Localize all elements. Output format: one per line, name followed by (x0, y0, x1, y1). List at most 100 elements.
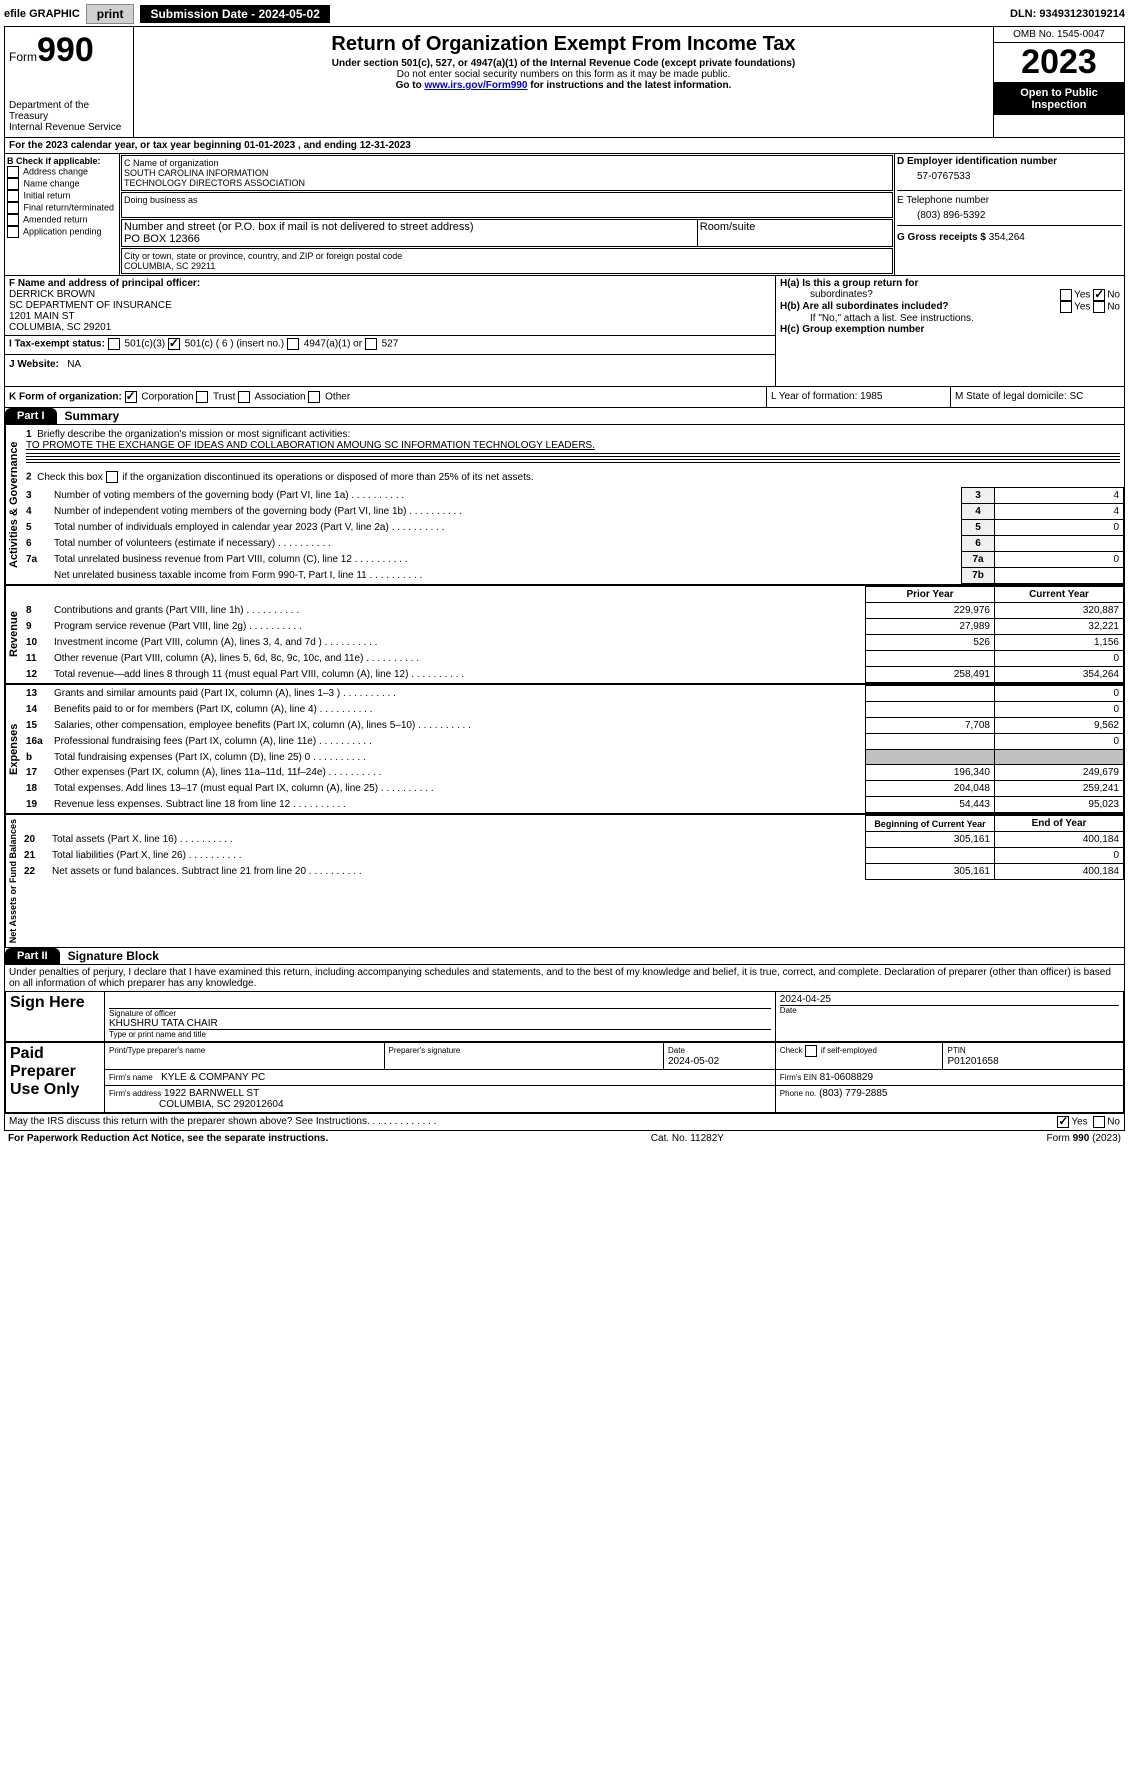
527-label: 527 (382, 339, 399, 350)
box-b-checkbox[interactable] (7, 214, 19, 226)
line-a: For the 2023 calendar year, or tax year … (5, 138, 1124, 154)
paid-preparer: Paid Preparer Use Only (6, 1043, 105, 1113)
l2-checkbox[interactable] (106, 471, 118, 483)
tax-year: 2023 (994, 43, 1124, 83)
box-b-option: Application pending (7, 226, 117, 238)
form-number: 990 (37, 31, 94, 70)
box-b-checkbox[interactable] (7, 178, 19, 190)
fh-row: F Name and address of principal officer:… (5, 276, 1124, 387)
governance-section: Activities & Governance 1 Briefly descri… (5, 424, 1124, 585)
box-b-checkbox[interactable] (7, 190, 19, 202)
website-label: J Website: (9, 359, 59, 370)
street-val: PO BOX 12366 (124, 233, 695, 245)
other-checkbox[interactable] (308, 391, 320, 403)
org-name-1: SOUTH CAROLINA INFORMATION (124, 168, 890, 178)
table-row: 16aProfessional fundraising fees (Part I… (22, 734, 1124, 750)
corp-checkbox[interactable] (125, 391, 137, 403)
table-row: 20Total assets (Part X, line 16)305,1614… (20, 832, 1124, 848)
city-label: City or town, state or province, country… (124, 251, 890, 261)
expenses-section: Expenses 13Grants and similar amounts pa… (5, 684, 1124, 814)
4947-label: 4947(a)(1) or (304, 339, 362, 350)
table-row: 18Total expenses. Add lines 13–17 (must … (22, 781, 1124, 797)
firm-ein-label: Firm's EIN (780, 1073, 817, 1082)
501c-checkbox[interactable] (168, 338, 180, 350)
501c3-label: 501(c)(3) (125, 339, 166, 350)
expenses-table: 13Grants and similar amounts paid (Part … (22, 685, 1124, 813)
footer-left: For Paperwork Reduction Act Notice, see … (8, 1133, 328, 1144)
print-button[interactable]: print (86, 4, 135, 24)
discuss-label: May the IRS discuss this return with the… (9, 1116, 370, 1127)
netassets-label: Net Assets or Fund Balances (5, 815, 20, 947)
self-employed-checkbox[interactable] (805, 1045, 817, 1057)
discuss-yes[interactable] (1057, 1116, 1069, 1128)
firm-addr2: COLUMBIA, SC 292012604 (159, 1099, 284, 1110)
table-row: 7aTotal unrelated business revenue from … (22, 552, 1124, 568)
footer-mid: Cat. No. 11282Y (651, 1133, 724, 1144)
part2-tab: Part II (5, 948, 60, 964)
table-row: bTotal fundraising expenses (Part IX, co… (22, 750, 1124, 765)
table-row: 4Number of independent voting members of… (22, 504, 1124, 520)
box-b-checkbox[interactable] (7, 202, 19, 214)
goto-post: for instructions and the latest informat… (527, 80, 731, 91)
discuss-no[interactable] (1093, 1116, 1105, 1128)
irs-link[interactable]: www.irs.gov/Form990 (424, 80, 527, 91)
table-row: 19Revenue less expenses. Subtract line 1… (22, 797, 1124, 813)
prep-name-label: Print/Type preparer's name (109, 1046, 205, 1055)
part1-title: Summary (57, 409, 120, 423)
firm-phone-label: Phone no. (780, 1089, 816, 1098)
hb-label: H(b) Are all subordinates included? (780, 301, 949, 313)
box-b-checkbox[interactable] (7, 166, 19, 178)
firm-addr1: 1922 BARNWELL ST (164, 1088, 259, 1099)
trust-checkbox[interactable] (196, 391, 208, 403)
end-year-header: End of Year (995, 816, 1124, 832)
submission-date: Submission Date - 2024-05-02 (140, 5, 329, 23)
box-b-option: Name change (7, 178, 117, 190)
ha2-label: subordinates? (780, 289, 873, 301)
dept-irs: Internal Revenue Service (9, 122, 129, 133)
expenses-label: Expenses (5, 685, 22, 813)
sig-officer-label: Signature of officer (109, 1008, 771, 1018)
efile-label: efile GRAPHIC (4, 8, 80, 20)
box-b-checkbox[interactable] (7, 226, 19, 238)
box-b-label: B Check if applicable: (7, 156, 101, 166)
begin-year-header: Beginning of Current Year (866, 816, 995, 832)
527-checkbox[interactable] (365, 338, 377, 350)
l1-mission: TO PROMOTE THE EXCHANGE OF IDEAS AND COL… (26, 440, 595, 451)
hb-no[interactable] (1093, 301, 1105, 313)
netassets-section: Net Assets or Fund Balances Beginning of… (5, 814, 1124, 948)
table-row: 17Other expenses (Part IX, column (A), l… (22, 765, 1124, 781)
self-employed-label: Check if self-employed (775, 1043, 943, 1070)
officer-name: KHUSHRU TATA CHAIR (109, 1018, 771, 1029)
hb-yes[interactable] (1060, 301, 1072, 313)
state-domicile: M State of legal domicile: SC (951, 387, 1124, 407)
ha-yes[interactable] (1060, 289, 1072, 301)
ein-val: 57-0767533 (897, 171, 1122, 182)
ein-label: D Employer identification number (897, 156, 1057, 167)
table-row: 13Grants and similar amounts paid (Part … (22, 686, 1124, 702)
table-row: 9Program service revenue (Part VIII, lin… (22, 619, 1124, 635)
open-inspection: Open to Public Inspection (994, 83, 1124, 115)
firm-name-label: Firm's name (109, 1073, 153, 1082)
dba-label: Doing business as (124, 195, 890, 205)
501c3-checkbox[interactable] (108, 338, 120, 350)
officer-label: F Name and address of principal officer: (9, 278, 200, 289)
table-row: 3Number of voting members of the governi… (22, 488, 1124, 504)
firm-name: KYLE & COMPANY PC (161, 1072, 265, 1083)
ha-no[interactable] (1093, 289, 1105, 301)
sign-here: Sign Here (6, 992, 105, 1042)
goto-pre: Go to (396, 80, 425, 91)
assoc-checkbox[interactable] (238, 391, 250, 403)
form-header: Form 990 Department of the Treasury Inte… (5, 27, 1124, 138)
prep-date-val: 2024-05-02 (668, 1056, 719, 1067)
org-name-2: TECHNOLOGY DIRECTORS ASSOCIATION (124, 178, 890, 188)
4947-checkbox[interactable] (287, 338, 299, 350)
officer-l1: DERRICK BROWN (9, 289, 771, 300)
type-print-label: Type or print name and title (109, 1029, 771, 1039)
part1-header: Part I Summary (5, 408, 1124, 424)
hb2-label: If "No," attach a list. See instructions… (780, 313, 1120, 324)
sig-date-val: 2024-04-25 (780, 994, 1119, 1005)
form-container: Form 990 Department of the Treasury Inte… (4, 26, 1125, 1131)
l2-desc: Check this box if the organization disco… (37, 472, 534, 483)
subtitle-1: Under section 501(c), 527, or 4947(a)(1)… (138, 58, 989, 69)
city-val: COLUMBIA, SC 29211 (124, 261, 890, 271)
